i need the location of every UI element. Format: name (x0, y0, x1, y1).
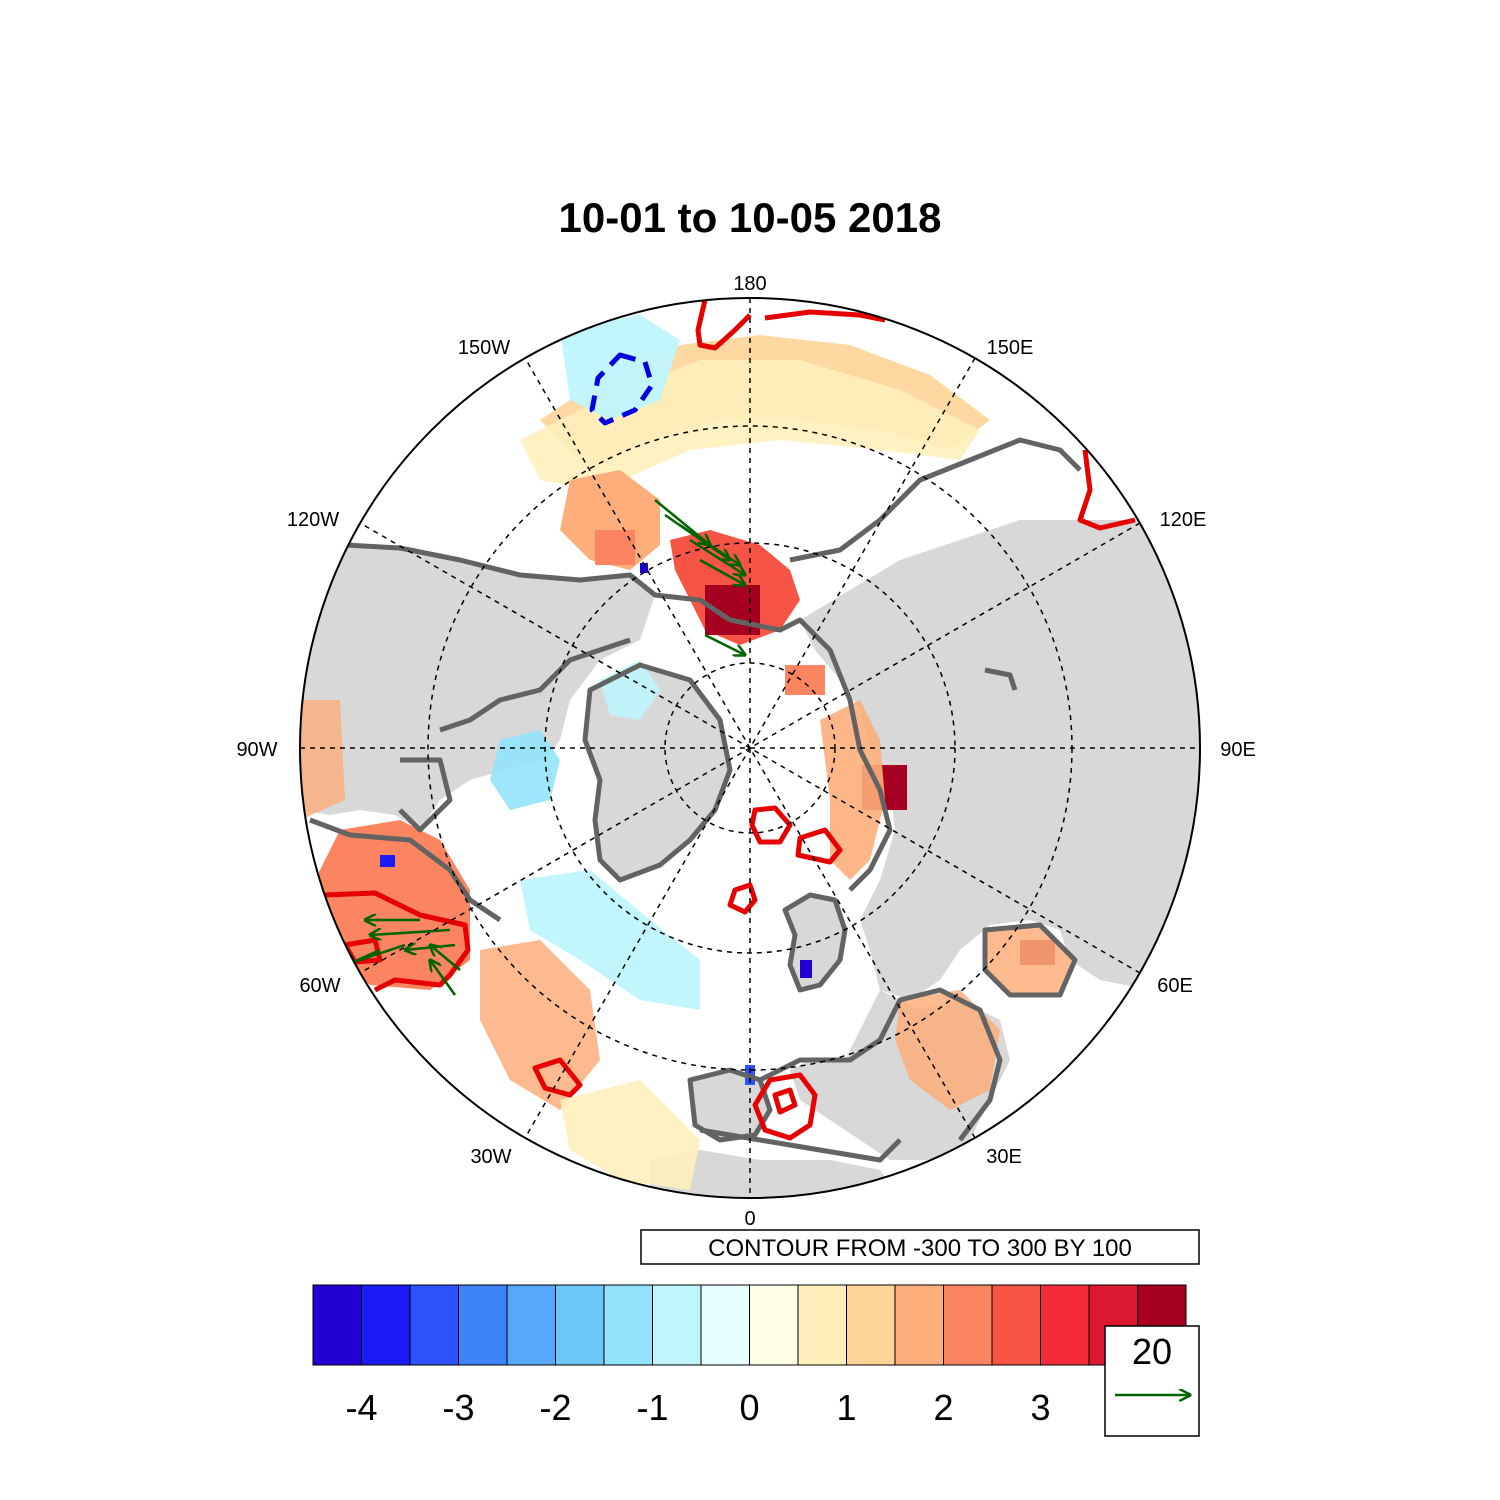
lon-label-90e: 90E (1220, 739, 1256, 761)
contour-positive-labrador (324, 890, 471, 993)
colorbar-tick-label: 1 (836, 1387, 856, 1428)
wind-vector (699, 558, 745, 585)
contour-positive-top-right (764, 309, 886, 323)
vector-reference-box: 20 (1104, 1325, 1200, 1437)
anomaly-siberia-warm (820, 700, 885, 880)
colorbar-tick-label: 2 (933, 1387, 953, 1428)
coastline-baikal (984, 667, 1018, 691)
wind-vector (704, 633, 745, 655)
colorbar-tick-label: 0 (739, 1387, 759, 1428)
colorbar-tick-label: -3 (442, 1387, 474, 1428)
anomaly-labrador-light (300, 700, 345, 820)
coastline-scandinavia (782, 892, 848, 993)
coastline-greenland (582, 662, 733, 883)
colorbar-tick-label: -2 (539, 1387, 571, 1428)
land-areas (300, 520, 1200, 1198)
colorbar-swatch (312, 1284, 362, 1366)
contour-positive-arctic-b (795, 827, 843, 865)
contour-note-text: CONTOUR FROM -300 TO 300 BY 100 (708, 1235, 1132, 1262)
lon-label-90w: 90W (236, 739, 277, 761)
contour-positive-europe-inner (772, 1087, 798, 1115)
wind-vector (430, 945, 461, 971)
contour-negative-pacific (589, 352, 655, 426)
anomaly-north-atlantic-cool (520, 870, 700, 1010)
contour-positive-east (1077, 449, 1136, 531)
map-title: 10-01 to 10-05 2018 (559, 194, 942, 241)
lon-label-150e: 150E (987, 337, 1034, 359)
lon-label-60w: 60W (299, 975, 340, 997)
colorbar-swatch (555, 1284, 605, 1366)
contour-positive-europe (752, 1072, 818, 1141)
land-greenland (585, 665, 730, 880)
anomaly-eastasia-spot (785, 665, 825, 695)
lon-label-60e: 60E (1157, 975, 1193, 997)
map-disk (300, 298, 1200, 1198)
lon-label-180: 180 (733, 273, 766, 295)
colorbar-swatch (1040, 1284, 1090, 1366)
colorbar-swatch (943, 1284, 993, 1366)
colorbar-tick-label: 3 (1030, 1387, 1050, 1428)
land-eurasia-east (800, 520, 1200, 1000)
colorbar-swatch (894, 1284, 944, 1366)
colorbar-swatch (797, 1284, 847, 1366)
wind-vector (430, 960, 457, 996)
lon-label-0: 0 (744, 1208, 755, 1230)
colorbar-swatch (991, 1284, 1041, 1366)
colorbar-swatch (506, 1284, 556, 1366)
colorbar-swatch (458, 1284, 508, 1366)
lon-label-30w: 30W (470, 1146, 511, 1168)
anomaly-scandinavia-cold-spot (800, 960, 812, 978)
lon-label-30e: 30E (986, 1146, 1022, 1168)
coastline-eastasia (789, 437, 1082, 563)
coastline-caspian (982, 922, 1078, 998)
wind-vector (370, 930, 451, 935)
coastline-hudson (398, 757, 453, 833)
coastline-europe (758, 987, 1003, 1142)
map-border (299, 297, 1201, 1199)
contour-info-box: CONTOUR FROM -300 TO 300 BY 100 (640, 1229, 1200, 1265)
anomaly-alaska-cold-spot (640, 563, 648, 573)
colorbar-swatch (652, 1284, 702, 1366)
coastline-north-america (344, 542, 732, 623)
contour-positive-arctic-c (727, 882, 758, 915)
vector-reference-value: 20 (1132, 1331, 1172, 1372)
colorbar-swatch (700, 1284, 750, 1366)
contour-positive-atlantic (532, 1057, 583, 1098)
anomaly-labrador-cold-spot (380, 855, 395, 867)
anomaly-canada-cool (490, 730, 560, 810)
coastline-canada-arctic (439, 637, 631, 733)
contour-positive-arctic-a (749, 805, 793, 845)
colorbar-swatch (749, 1284, 799, 1366)
land-north-america (300, 545, 655, 830)
coastlines (309, 437, 1082, 1163)
longitude-labels: 180 150E 120E 90E 60E 30E 0 30W 60W 90W … (236, 273, 1255, 1230)
coastline-siberia (729, 617, 893, 892)
colorbar-tick-label: -1 (636, 1387, 668, 1428)
meridian-150e-30w (524, 357, 976, 1139)
contour-positive-top-left (695, 299, 752, 351)
lon-label-150w: 150W (458, 337, 510, 359)
anomaly-asia-warm (985, 925, 1075, 995)
anomaly-pacific-cool (560, 315, 680, 420)
lon-label-120e: 120E (1160, 509, 1207, 531)
colorbar-swatch (603, 1284, 653, 1366)
colorbar-swatch (846, 1284, 896, 1366)
land-iberia-africa (650, 1070, 900, 1198)
colorbar-tick-label: -4 (345, 1387, 377, 1428)
coastline-labrador (309, 817, 502, 923)
colorbar: -4 -3 -2 -1 0 1 2 3 (312, 1284, 1187, 1428)
wind-vector (689, 538, 745, 575)
wind-vector (679, 523, 740, 565)
graticule (300, 298, 1200, 1198)
lon-label-120w: 120W (287, 509, 339, 531)
anomaly-atlantic-warm (480, 940, 600, 1110)
colorbar-swatch (361, 1284, 411, 1366)
anomaly-alaska-spot (595, 530, 635, 565)
height-contours (324, 299, 1136, 1141)
anomaly-atlantic-light (560, 1080, 700, 1190)
colorbar-swatch (409, 1284, 459, 1366)
